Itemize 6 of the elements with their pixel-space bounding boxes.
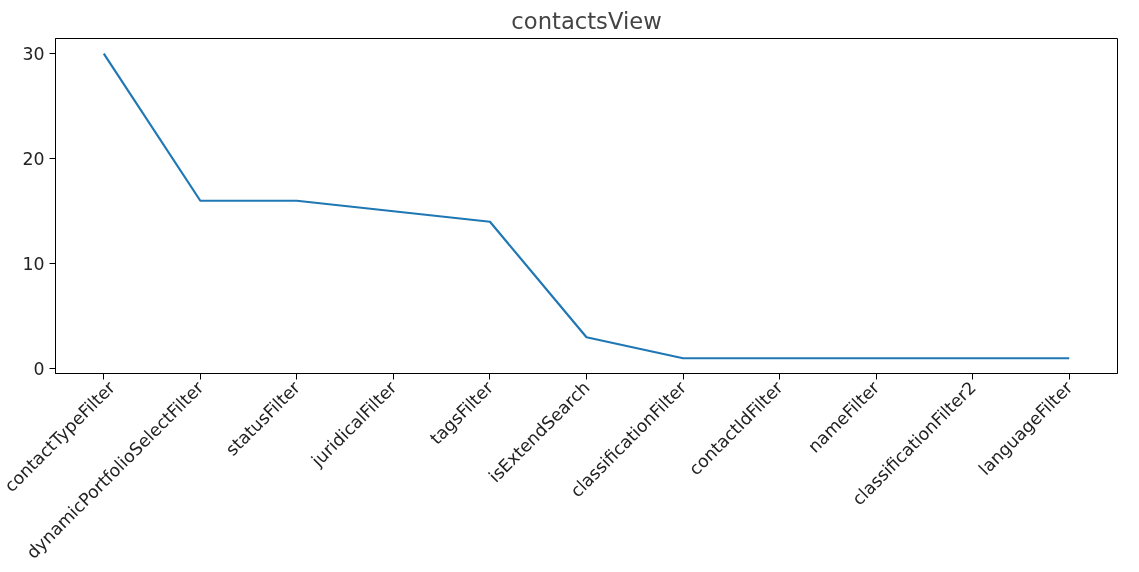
y-tick-label: 10: [22, 254, 45, 275]
y-tick-label: 20: [22, 149, 45, 170]
line-series: [102, 52, 1071, 360]
chart-title: contactsView: [511, 7, 662, 34]
y-tick-label: 30: [22, 44, 45, 65]
y-tick-label: 0: [33, 359, 45, 380]
